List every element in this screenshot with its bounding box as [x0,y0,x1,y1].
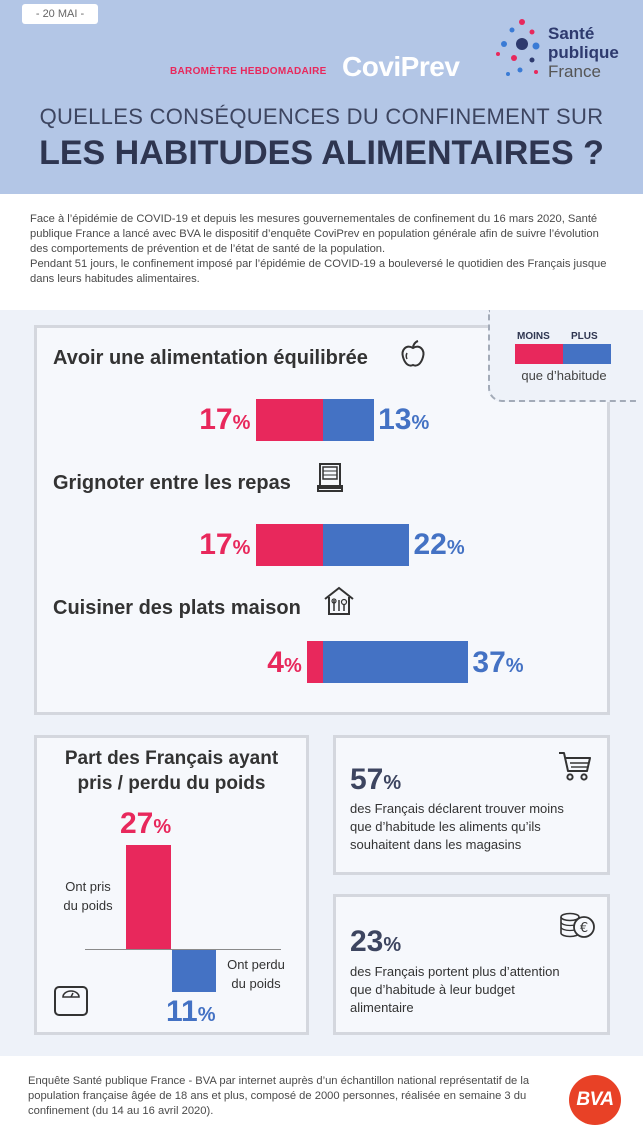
svg-text:€: € [580,921,588,936]
coviprev-title: CoviPrev [342,51,460,82]
intro-paragraph-1: Face à l’épidémie de COVID-19 et depuis … [30,213,599,255]
habit-1-plus-pct: 22% [413,528,465,561]
weight-title: Part des Français ayant pris / perdu du … [40,746,303,796]
logo-line3: France [548,62,601,81]
scale-icon [54,986,88,1016]
stat-budget-text-line2: que d’habitude à leur budget [350,982,515,997]
legend-moins-label: MOINS [517,331,550,342]
vending-machine-icon [317,463,343,492]
weight-gain-label: Ont pris du poids [52,877,124,915]
logo-line2: publique [548,43,619,62]
weight-loss-bar [172,950,216,993]
intro-paragraph-2: Pendant 51 jours, le confinement imposé … [30,258,607,285]
habit-2-moins-pct: 4% [267,646,302,679]
stat-box-budget [333,894,610,1035]
weight-box [34,735,309,1035]
barometre-label: BAROMÈTRE HEBDOMADAIRE [170,66,327,77]
habit-2-plus-bar [323,641,469,683]
weight-loss-pct: 11% [166,995,216,1029]
weight-title-line1: Part des Français ayant [64,748,279,769]
stat-budget-text: des Français portent plus d’attention qu… [350,963,600,1017]
habit-0-moins-bar [256,399,323,441]
legend-caption: que d’habitude [521,368,607,383]
date-tag: - 20 MAI - [22,4,98,24]
habit-label-cuisiner: Cuisiner des plats maison [53,597,301,619]
habit-0-plus-bar [323,399,375,441]
apple-icon [401,340,425,367]
page-title-line2: LES HABITUDES ALIMENTAIRES ? [39,134,604,172]
legend-moins-swatch [515,344,563,364]
weight-loss-label-line2: du poids [231,976,281,991]
habit-label-equilibree: Avoir une alimentation équilibrée [53,347,368,369]
stat-shops-value: 57% [350,763,402,796]
page-title-line1: QUELLES CONSÉQUENCES DU CONFINEMENT SUR [39,104,604,129]
weight-loss-label: Ont perdu du poids [218,955,294,993]
stat-shops-text-line2: que d’habitude les aliments qu’ils [350,819,541,834]
legend-plus-label: PLUS [571,331,598,342]
habit-0-plus-pct: 13% [378,403,430,436]
weight-loss-label-line1: Ont perdu [227,957,285,972]
bva-logo: BVA [569,1075,621,1125]
stat-box-shops [333,735,610,875]
weight-gain-pct: 27% [120,807,172,841]
home-cooking-icon [324,586,354,615]
header-banner [0,0,643,194]
logo-line1: Santé [548,24,595,43]
intro-text: Face à l’épidémie de COVID-19 et depuis … [30,212,616,287]
habit-2-moins-bar [307,641,323,683]
habit-1-plus-bar [323,524,410,566]
sante-publique-logo-text: Santé publique France [548,24,619,81]
stat-shops-text-line1: des Français déclarent trouver moins [350,801,564,816]
stat-budget-text-line1: des Français portent plus d’attention [350,964,560,979]
weight-axis [85,949,281,950]
habit-1-moins-pct: 17% [199,528,251,561]
weight-gain-label-line1: Ont pris [65,879,111,894]
habit-0-moins-pct: 17% [199,403,251,436]
stat-budget-text-line3: alimentaire [350,1000,414,1015]
habit-2-plus-pct: 37% [472,646,524,679]
stat-shops-text: des Français déclarent trouver moins que… [350,800,600,854]
coins-euro-icon: € [560,912,595,938]
weight-gain-label-line2: du poids [63,898,113,913]
sante-publique-logo-icon [496,19,540,76]
stat-shops-text-line3: souhaitent dans les magasins [350,837,522,852]
shopping-cart-icon [559,752,591,781]
weight-title-line2: pris / perdu du poids [77,773,266,794]
legend-plus-swatch [563,344,611,364]
weight-gain-bar [126,845,171,949]
footer-text: Enquête Santé publique France - BVA par … [28,1075,530,1117]
habit-label-grignoter: Grignoter entre les repas [53,472,291,494]
habit-1-moins-bar [256,524,323,566]
stat-budget-value: 23% [350,925,402,958]
